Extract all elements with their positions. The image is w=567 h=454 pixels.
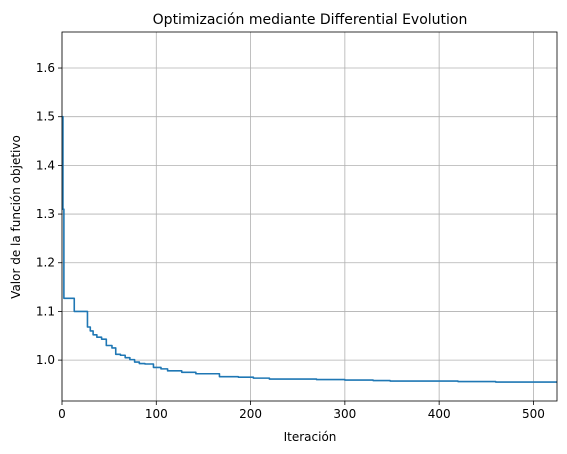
x-tick-label: 300 — [333, 407, 356, 421]
y-tick-label: 1.5 — [36, 110, 55, 124]
y-tick-label: 1.0 — [36, 353, 55, 367]
x-axis-label: Iteración — [284, 430, 337, 444]
plot-frame — [61, 31, 558, 402]
x-tick-label: 400 — [428, 407, 451, 421]
series-layer — [62, 115, 557, 383]
x-tick-label: 500 — [522, 407, 545, 421]
y-tick-label: 1.3 — [36, 207, 55, 221]
grid — [61, 32, 557, 401]
y-axis-label: Valor de la función objetivo — [9, 135, 23, 299]
x-tick-label: 100 — [145, 407, 168, 421]
x-tick-label: 200 — [239, 407, 262, 421]
y-tick-label: 1.4 — [36, 158, 55, 172]
chart-title: Optimización mediante Differential Evolu… — [153, 12, 468, 28]
y-tick-label: 1.6 — [36, 61, 55, 75]
y-tick-label: 1.2 — [36, 256, 55, 270]
x-tick-label: 0 — [58, 407, 66, 421]
series-line — [62, 115, 557, 383]
y-tick-label: 1.1 — [36, 304, 55, 318]
ticks: 0 100 200 300 400 500 1.0 1.1 1.2 1.3 1.4 1.5 1.6 — [36, 61, 545, 421]
